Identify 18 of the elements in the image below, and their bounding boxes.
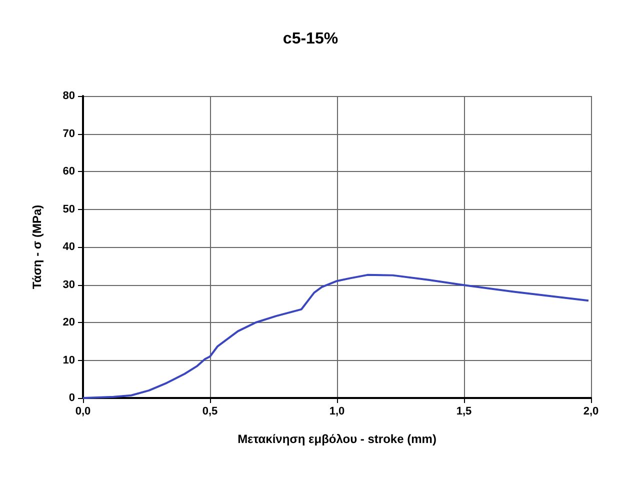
- y-tick-label: 10: [62, 354, 75, 366]
- y-tick-label: 80: [62, 90, 75, 102]
- y-tick-label: 40: [62, 241, 75, 253]
- y-tick-label: 60: [62, 166, 75, 178]
- y-tick-label: 70: [62, 128, 75, 140]
- x-tick-label: 1,5: [456, 406, 472, 418]
- y-tick-label: 30: [62, 278, 75, 291]
- x-tick-label: 0,0: [75, 406, 91, 418]
- chart-title: c5-15%: [282, 30, 338, 48]
- x-tick-label: 2,0: [583, 406, 599, 418]
- y-tick-label: 0: [68, 392, 75, 404]
- x-tick-label: 0,5: [202, 406, 218, 418]
- y-axis-title: Τάση - σ (MPa): [30, 204, 44, 290]
- x-axis-title: Μετακίνηση εμβόλου - stroke (mm): [238, 432, 436, 446]
- x-tick-label: 1,0: [329, 406, 345, 418]
- line-series: [82, 274, 590, 399]
- y-tick-label: 20: [62, 316, 75, 328]
- y-tick-label: 50: [62, 203, 75, 216]
